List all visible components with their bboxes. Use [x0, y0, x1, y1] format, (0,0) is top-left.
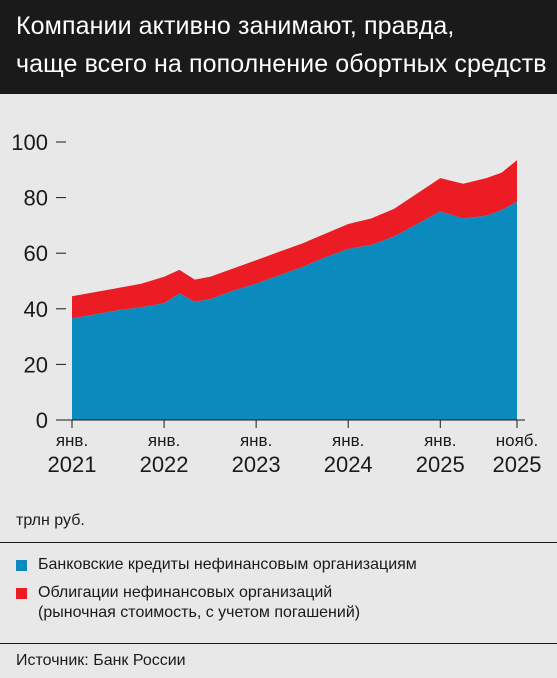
x-tick-label-year: 2024 — [324, 452, 373, 477]
x-tick-label-year: 2021 — [48, 452, 97, 477]
x-tick-label-month: янв. — [424, 431, 456, 450]
y-tick-label: 0 — [36, 408, 48, 433]
series-bonds-area — [72, 160, 517, 319]
source-note: Источник: Банк России — [16, 652, 186, 669]
series-bank-loans-area — [72, 201, 517, 420]
y-tick-label: 20 — [24, 352, 48, 377]
legend-swatch-bank-loans — [16, 560, 27, 571]
x-tick-label-month: янв. — [56, 431, 88, 450]
legend-label-bonds-line1: Облигации нефинансовых организаций — [38, 584, 333, 601]
x-tick-label-month: янв. — [332, 431, 364, 450]
legend-label-bonds-line2: (рыночная стоимость, с учетом погашений) — [38, 604, 361, 621]
x-tick-label-year: 2023 — [232, 452, 281, 477]
y-tick-label: 60 — [24, 241, 48, 266]
x-tick-label-month: нояб. — [496, 431, 539, 450]
legend-label-bank-loans: Банковские кредиты нефинансовым организа… — [38, 556, 417, 573]
unit-label: трлн руб. — [16, 512, 85, 529]
x-tick-label-year: 2025 — [416, 452, 465, 477]
x-tick-label-month: янв. — [240, 431, 272, 450]
legend: Банковские кредиты нефинансовым организа… — [0, 542, 557, 644]
chart-title-line1: Компании активно занимают, правда, — [16, 12, 455, 40]
header: Компании активно занимают, правда, чаще … — [0, 0, 557, 94]
x-tick-label-year: 2022 — [140, 452, 189, 477]
y-tick-label: 40 — [24, 297, 48, 322]
chart-area: 0 20 40 60 80 100 янв. 2021 янв. 2022 янв. 2023 янв.… — [11, 130, 542, 477]
legend-swatch-bonds — [16, 588, 27, 599]
y-tick-label: 80 — [24, 186, 48, 211]
x-tick-label-year: 2025 — [493, 452, 542, 477]
chart-title-line2: чаще всего на пополнение обортных средст… — [16, 50, 547, 78]
y-tick-label: 100 — [11, 130, 48, 155]
x-tick-label-month: янв. — [148, 431, 180, 450]
